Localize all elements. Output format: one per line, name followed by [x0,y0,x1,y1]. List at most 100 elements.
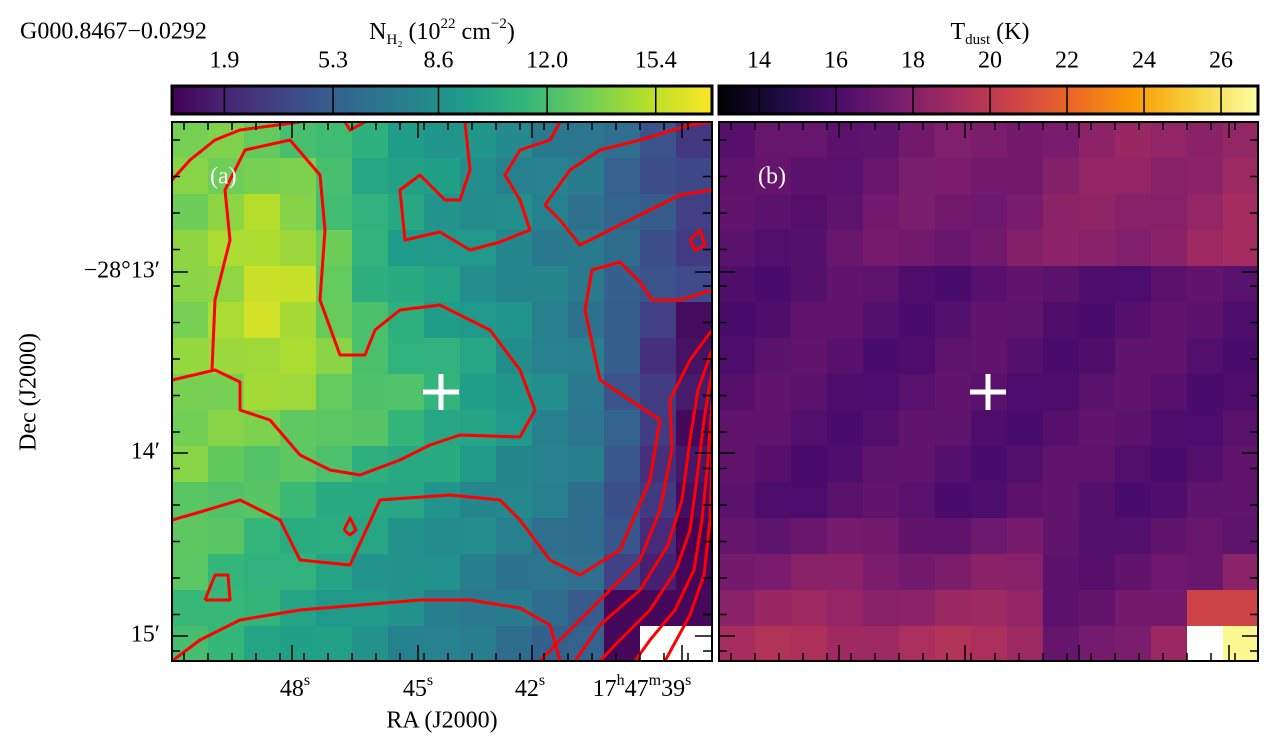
map-pixel [1007,590,1044,627]
map-pixel [352,446,389,483]
map-pixel [460,554,497,591]
colorbar-label-part: H₂ [386,32,402,48]
map-pixel [719,410,756,447]
map-pixel [899,482,936,519]
map-pixel [244,482,281,519]
map-pixel [935,446,972,483]
x-tick-label-part: 17 [593,676,617,702]
x-axis-label: RA (J2000) [386,708,497,734]
map-pixel [388,338,425,375]
map-pixel [604,518,641,555]
map-pixel [1115,590,1152,627]
map-pixel [1007,230,1044,267]
map-pixel [640,122,677,159]
map-pixel [755,374,792,411]
map-pixel [532,446,569,483]
map-pixel [1115,230,1152,267]
map-pixel [1115,374,1152,411]
map-pixel [1223,518,1258,555]
map-pixel [568,122,605,159]
map-pixel [1187,194,1224,231]
map-pixel [460,446,497,483]
x-tick-label-part: 47 [625,676,649,702]
map-pixel [496,374,533,411]
map-pixel [460,518,497,555]
map-pixel [935,554,972,591]
map-pixel [172,518,209,555]
x-tick-label: 45s [403,672,433,701]
colorbar-label-part: cm [456,19,492,45]
map-pixel [568,446,605,483]
map-pixel [568,590,605,627]
map-pixel [1187,266,1224,303]
map-pixel [388,554,425,591]
map-pixel [1115,122,1152,159]
map-pixel [1187,338,1224,375]
map-pixel [460,266,497,303]
map-pixel [388,410,425,447]
map-pixel [172,338,209,375]
map-pixel [719,554,756,591]
map-pixel [532,230,569,267]
map-pixel [208,266,245,303]
map-pixel [280,338,317,375]
map-pixel [899,338,936,375]
map-pixel [1223,230,1258,267]
map-pixel [352,230,389,267]
map-pixel [1079,230,1116,267]
map-pixel [352,410,389,447]
map-pixel [424,122,461,159]
map-pixel [899,230,936,267]
map-pixel [388,590,425,627]
map-pixel [935,374,972,411]
x-tick-label-part: 45 [403,676,427,702]
map-pixel [971,410,1008,447]
map-pixel [1079,446,1116,483]
colorbar-tick-label: 8.6 [423,48,453,74]
colorbar-label-part: N [369,19,386,45]
map-pixel [1007,302,1044,339]
map-pixel [719,338,756,375]
map-pixel [280,518,317,555]
map-pixel [827,158,864,195]
colorbar-tick-label: 18 [901,48,925,74]
map-pixel [971,590,1008,627]
map-pixel [791,338,828,375]
map-pixel [532,626,569,661]
map-pixel [1151,518,1188,555]
map-pixel [1043,302,1080,339]
map-pixel [424,518,461,555]
map-pixel [604,446,641,483]
map-pixel [1187,626,1224,661]
map-pixel [244,302,281,339]
map-pixel [971,518,1008,555]
map-pixel [863,374,900,411]
map-pixel [1079,554,1116,591]
map-pixel [1079,194,1116,231]
map-pixel [971,158,1008,195]
colorbar-tick-label: 12.0 [526,48,568,74]
map-pixel [827,482,864,519]
colorbar-label-part: 22 [441,16,456,32]
map-pixel [352,626,389,661]
x-tick-label-part: s [539,672,545,689]
map-pixel [935,302,972,339]
map-pixel [755,626,792,661]
map-pixel [791,446,828,483]
map-pixel [827,554,864,591]
map-pixel [640,302,677,339]
map-pixel [791,374,828,411]
y-tick-label: −28°13′ [84,258,160,284]
map-pixel [935,230,972,267]
map-pixel [496,194,533,231]
map-pixel [1043,554,1080,591]
map-pixel [863,302,900,339]
map-pixel [827,518,864,555]
map-pixel [496,266,533,303]
map-pixel [1007,266,1044,303]
map-pixel [280,410,317,447]
map-pixel [899,446,936,483]
map-pixel [604,158,641,195]
map-pixel [719,518,756,555]
map-pixel [172,590,209,627]
